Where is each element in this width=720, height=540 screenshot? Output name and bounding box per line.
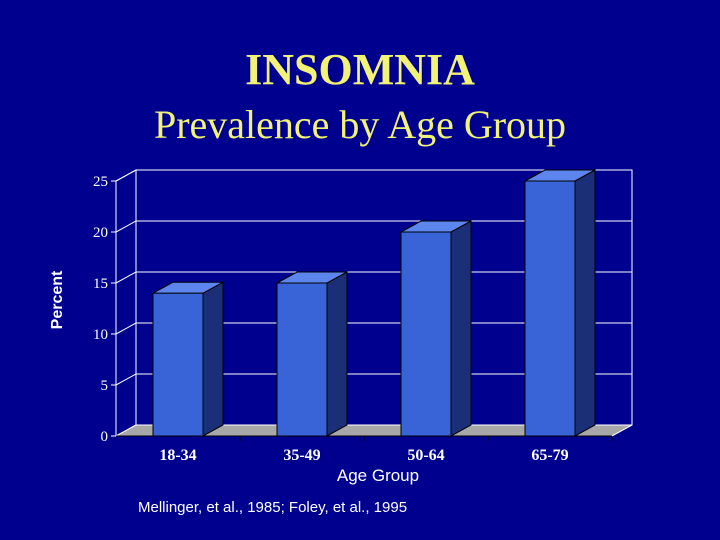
y-tick-label: 15 <box>93 276 108 292</box>
bar <box>152 281 224 437</box>
chart-title: INSOMNIA <box>245 45 475 94</box>
y-tick-label: 10 <box>93 327 108 343</box>
source-citation: Mellinger, et al., 1985; Foley, et al., … <box>138 499 408 516</box>
x-tick-label: 50-64 <box>407 447 444 464</box>
bar <box>400 220 472 437</box>
bar <box>276 271 348 437</box>
bar-side <box>574 169 596 437</box>
bar <box>524 169 596 437</box>
bar-front <box>524 180 576 437</box>
bar-side <box>202 281 224 437</box>
x-tick-label: 18-34 <box>159 447 196 464</box>
x-tick-label: 65-79 <box>531 447 568 464</box>
x-axis-label: Age Group <box>336 466 420 485</box>
side-wall <box>115 169 137 437</box>
bar-front <box>276 282 328 437</box>
gridline <box>115 169 632 182</box>
bar-side <box>450 220 472 437</box>
y-axis-label: Percent <box>49 270 66 330</box>
chart-subtitle: Prevalence by Age Group <box>153 102 567 147</box>
y-tick-label: 25 <box>93 174 108 190</box>
y-tick-label: 20 <box>93 225 108 241</box>
bar-front <box>400 231 452 437</box>
y-tick-label: 0 <box>101 429 109 445</box>
y-tick-label: 5 <box>101 378 109 394</box>
x-tick-label: 35-49 <box>283 447 320 464</box>
bar-front <box>152 292 204 437</box>
bar-side <box>326 271 348 437</box>
